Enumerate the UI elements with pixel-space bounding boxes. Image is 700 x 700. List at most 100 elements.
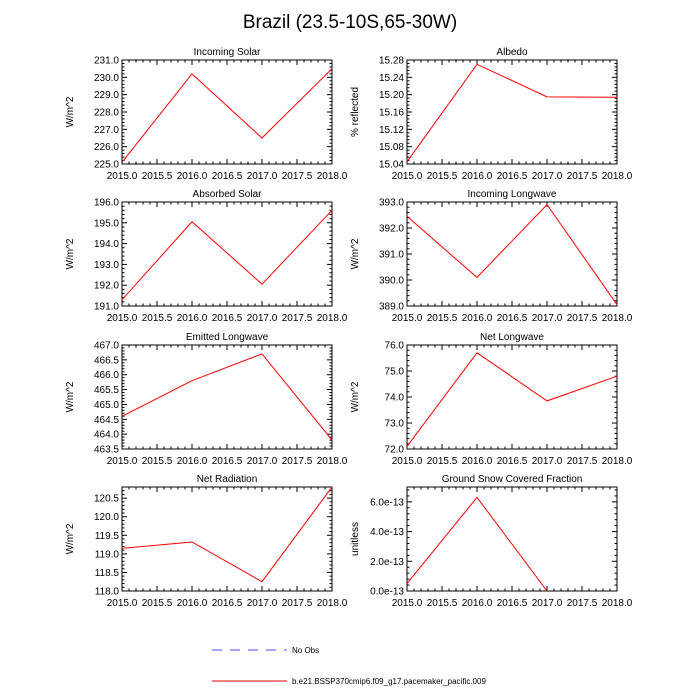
net-radiation-xtick-label: 2016.5 <box>212 598 243 609</box>
incoming-longwave-ylabel: W/m^2 <box>350 238 361 269</box>
emitted-longwave-ytick-label: 464.0 <box>94 430 119 441</box>
net-radiation-xtick-label: 2016.0 <box>177 598 208 609</box>
ground-snow-covered-fraction-xtick-label: 2016.0 <box>462 598 493 609</box>
chart-net-radiation: 2015.0 2015.5 2016.0 2016.5 2017.0 2017.5 2018… <box>65 474 348 609</box>
ground-snow-covered-fraction-ylabel: unitless <box>350 522 361 556</box>
emitted-longwave-ytick-label: 466.0 <box>94 370 119 381</box>
net-longwave-xtick-label: 2017.0 <box>532 456 563 467</box>
absorbed-solar-ytick-label: 193.0 <box>94 260 119 271</box>
incoming-solar-ytick-label: 225.0 <box>94 160 119 171</box>
incoming-longwave-ytick-label: 392.0 <box>379 224 404 235</box>
emitted-longwave-frame <box>121 344 333 450</box>
ground-snow-covered-fraction-xtick-label: 2017.5 <box>567 598 598 609</box>
net-radiation-ytick-label: 118.5 <box>95 568 120 579</box>
absorbed-solar-ytick-label: 192.0 <box>94 281 119 292</box>
net-longwave-frame <box>406 344 618 450</box>
incoming-longwave-ytick-label: 391.0 <box>379 250 404 261</box>
emitted-longwave-ytick-label: 464.5 <box>94 415 119 426</box>
absorbed-solar-title: Absorbed Solar <box>193 189 263 200</box>
net-longwave-xtick-label: 2016.5 <box>497 456 528 467</box>
ground-snow-covered-fraction-xtick-label: 2015.5 <box>427 598 458 609</box>
albedo-ytick-label: 15.28 <box>379 56 404 67</box>
emitted-longwave-ytick-label: 465.5 <box>94 385 119 396</box>
net-radiation-ytick-label: 120.5 <box>94 494 119 505</box>
incoming-solar-xtick-label: 2016.5 <box>212 171 243 182</box>
ground-snow-covered-fraction-series-line <box>406 496 548 592</box>
incoming-solar-ylabel: W/m^2 <box>65 96 76 127</box>
incoming-solar-xtick-label: 2017.0 <box>247 171 278 182</box>
absorbed-solar-xtick-label: 2015.5 <box>142 313 173 324</box>
chart-emitted-longwave: 2015.0 2015.5 2016.0 2016.5 2017.0 2017.5 2018… <box>65 332 348 467</box>
emitted-longwave-title: Emitted Longwave <box>186 332 269 343</box>
legend-model-label: b.e21.BSSP370cmip6.f09_g17.pacemaker_pac… <box>292 677 486 686</box>
incoming-solar-xtick-label: 2016.0 <box>177 171 208 182</box>
net-longwave-ytick-label: 72.0 <box>385 445 405 456</box>
incoming-solar-ytick-label: 228.0 <box>94 108 119 119</box>
chart-net-longwave: 2015.0 2015.5 2016.0 2016.5 2017.0 2017.5 2018… <box>350 332 633 467</box>
emitted-longwave-series-line <box>121 353 333 441</box>
incoming-solar-ytick-label: 226.0 <box>94 142 119 153</box>
emitted-longwave-xtick-label: 2017.0 <box>247 456 278 467</box>
ground-snow-covered-fraction-ytick-label: 6.0e-13 <box>370 497 404 508</box>
albedo-xtick-label: 2015.5 <box>427 171 458 182</box>
ground-snow-covered-fraction-ytick-label: 2.0e-13 <box>370 557 404 568</box>
absorbed-solar-ylabel: W/m^2 <box>65 238 76 269</box>
incoming-longwave-title: Incoming Longwave <box>468 189 557 200</box>
incoming-longwave-xtick-label: 2016.5 <box>497 313 528 324</box>
incoming-longwave-xtick-label: 2017.5 <box>567 313 598 324</box>
albedo-ylabel: % reflected <box>350 87 361 137</box>
incoming-longwave-xtick-label: 2015.0 <box>392 313 423 324</box>
incoming-solar-xtick-label: 2017.5 <box>282 171 313 182</box>
emitted-longwave-xtick-label: 2016.0 <box>177 456 208 467</box>
absorbed-solar-series-line <box>121 209 333 301</box>
net-radiation-ytick-label: 120.0 <box>94 512 119 523</box>
emitted-longwave-xtick-label: 2015.5 <box>142 456 173 467</box>
absorbed-solar-xtick-label: 2016.0 <box>177 313 208 324</box>
legend-obs-label: No Obs <box>292 646 319 655</box>
emitted-longwave-xtick-label: 2015.0 <box>107 456 138 467</box>
albedo-frame <box>406 59 618 165</box>
emitted-longwave-ytick-label: 466.5 <box>94 355 119 366</box>
chart-albedo: 2015.0 2015.5 2016.0 2016.5 2017.0 2017.5 2018… <box>350 47 633 182</box>
absorbed-solar-frame <box>121 201 333 307</box>
albedo-title: Albedo <box>496 47 528 58</box>
chart-incoming-solar: 2015.0 2015.5 2016.0 2016.5 2017.0 2017.5 2018… <box>65 47 348 182</box>
incoming-solar-series-line <box>121 68 333 163</box>
chart-incoming-longwave: 2015.0 2015.5 2016.0 2016.5 2017.0 2017.5 2018… <box>350 189 633 324</box>
ground-snow-covered-fraction-xtick-label: 2015.0 <box>392 598 423 609</box>
albedo-series-line <box>406 63 618 163</box>
incoming-longwave-xtick-label: 2016.0 <box>462 313 493 324</box>
emitted-longwave-ytick-label: 467.0 <box>94 341 119 352</box>
incoming-solar-title: Incoming Solar <box>194 47 261 58</box>
absorbed-solar-ytick-label: 195.0 <box>94 218 119 229</box>
absorbed-solar-xtick-label: 2016.5 <box>212 313 243 324</box>
net-radiation-ytick-label: 119.5 <box>95 531 120 542</box>
incoming-solar-ytick-label: 230.0 <box>94 73 119 84</box>
net-longwave-xtick-label: 2017.5 <box>567 456 598 467</box>
net-longwave-ytick-label: 76.0 <box>385 341 405 352</box>
net-longwave-ytick-label: 74.0 <box>385 393 405 404</box>
emitted-longwave-ylabel: W/m^2 <box>65 381 76 412</box>
net-radiation-title: Net Radiation <box>197 474 258 485</box>
albedo-ytick-label: 15.20 <box>379 90 404 101</box>
albedo-xtick-label: 2017.5 <box>567 171 598 182</box>
emitted-longwave-ytick-label: 465.0 <box>94 400 119 411</box>
legend: No Obs b.e21.BSSP370cmip6.f09_g17.pacema… <box>212 646 486 686</box>
albedo-xtick-label: 2016.0 <box>462 171 493 182</box>
net-longwave-xtick-label: 2016.0 <box>462 456 493 467</box>
absorbed-solar-ytick-label: 194.0 <box>94 239 119 250</box>
albedo-ytick-label: 15.08 <box>379 142 404 153</box>
net-radiation-xtick-label: 2017.0 <box>247 598 278 609</box>
absorbed-solar-ytick-label: 191.0 <box>94 302 119 313</box>
net-radiation-xtick-label: 2018.0 <box>317 598 348 609</box>
net-radiation-ytick-label: 119.0 <box>95 549 120 560</box>
incoming-solar-ytick-label: 231.0 <box>94 56 119 67</box>
incoming-longwave-xtick-label: 2015.5 <box>427 313 458 324</box>
emitted-longwave-ytick-label: 463.5 <box>94 445 119 456</box>
net-longwave-xtick-label: 2018.0 <box>602 456 633 467</box>
net-radiation-series-line <box>121 486 333 583</box>
chart-ground-snow-covered-fraction: 2015.0 2015.5 2016.0 2016.5 2017.0 2017.5 2018… <box>350 474 633 609</box>
incoming-solar-ytick-label: 229.0 <box>94 90 119 101</box>
albedo-xtick-label: 2016.5 <box>497 171 528 182</box>
